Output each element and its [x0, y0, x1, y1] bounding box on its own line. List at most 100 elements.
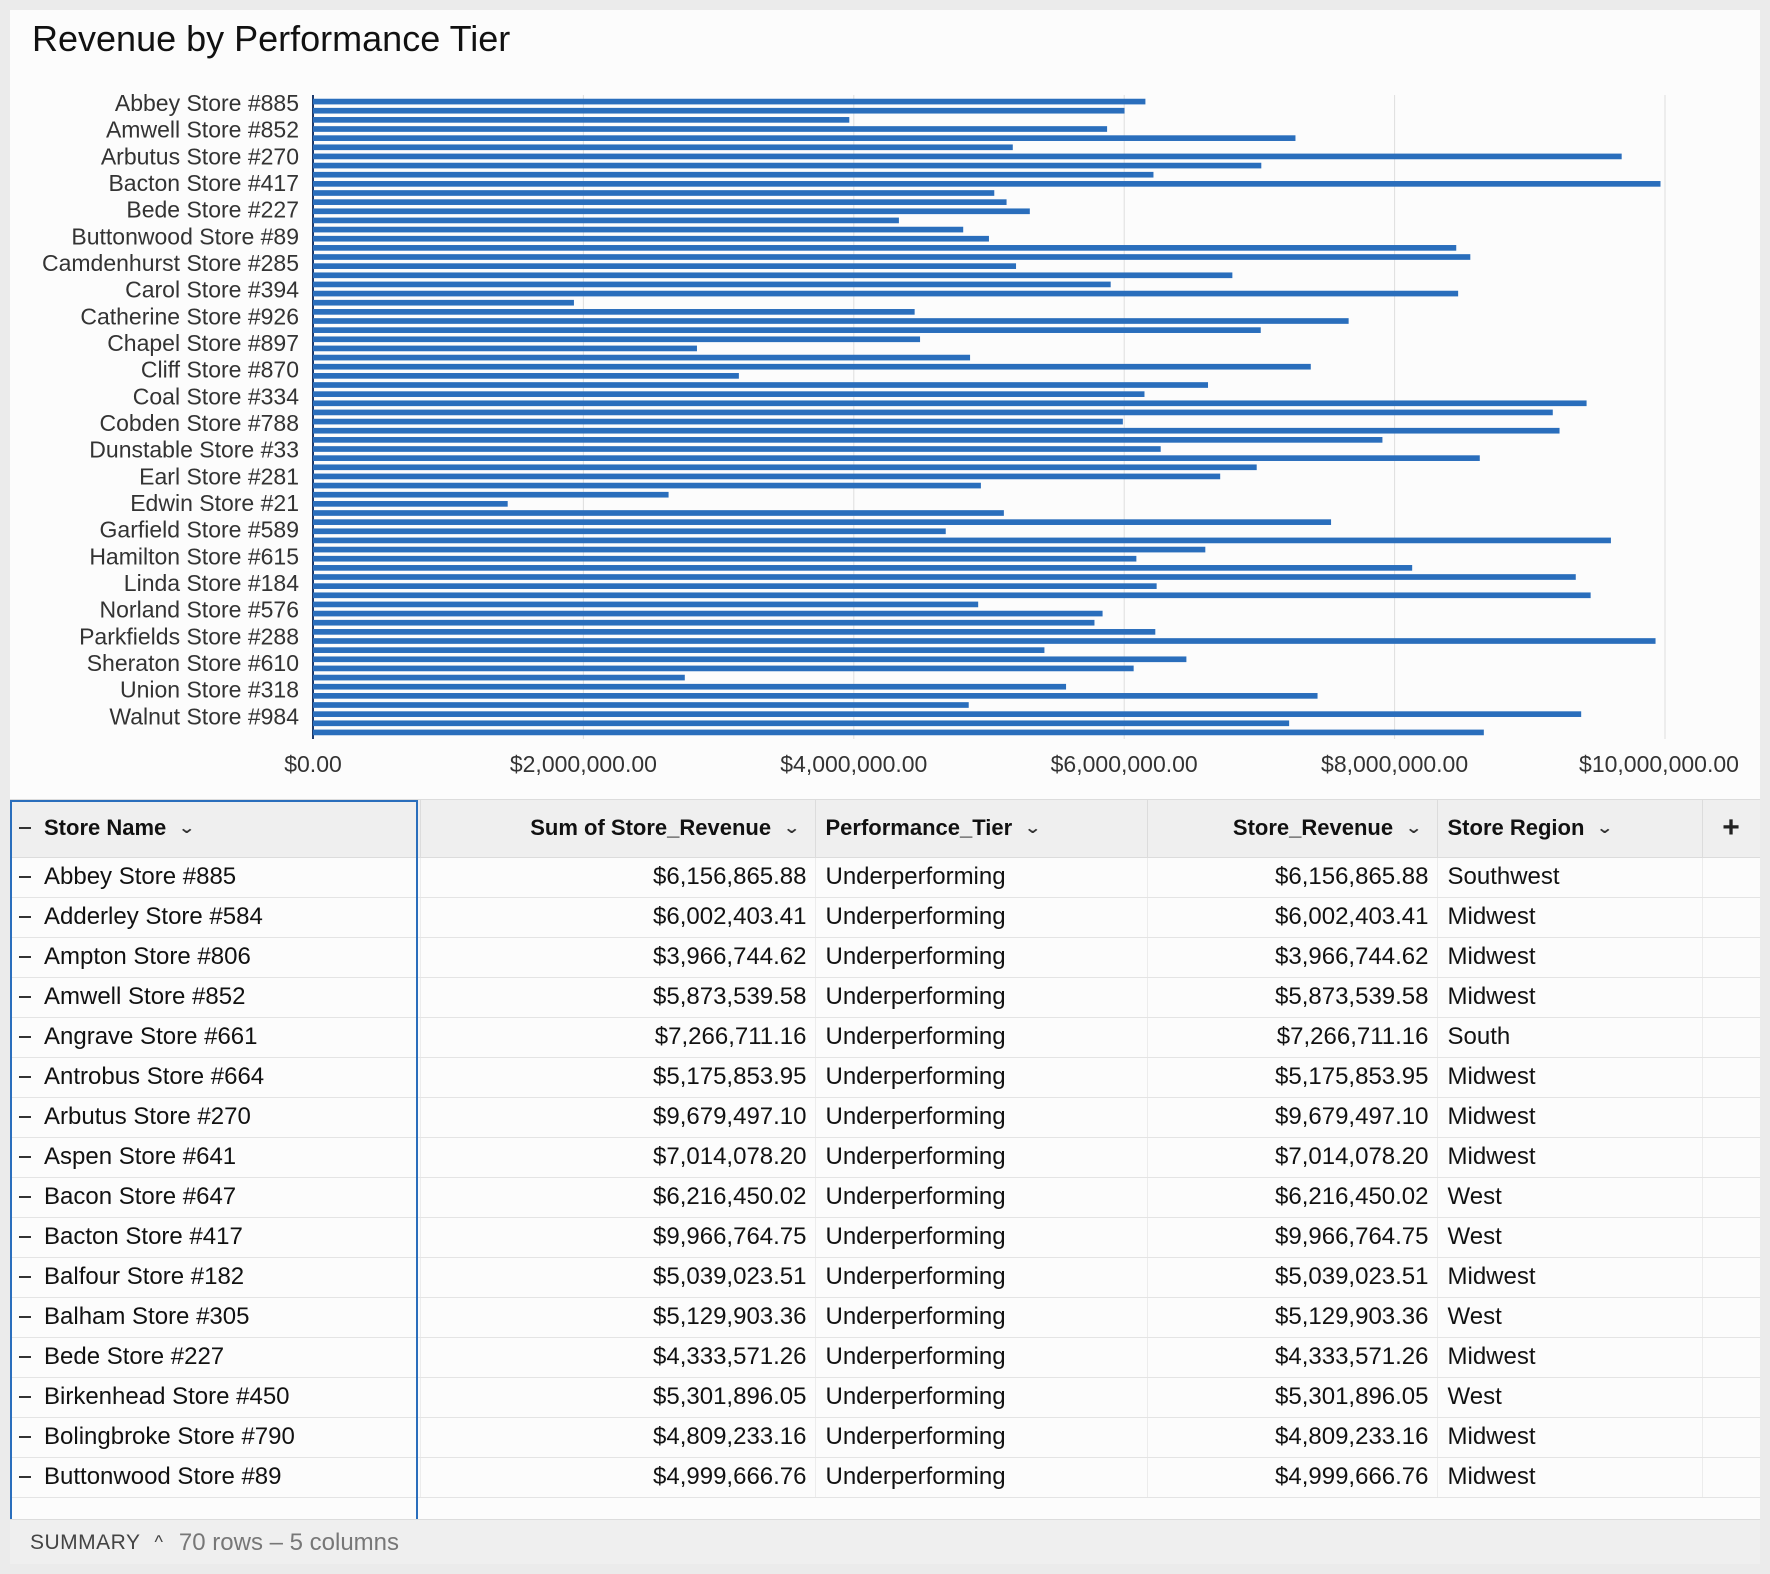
bar[interactable] [313, 592, 1591, 599]
sum-store-revenue-cell[interactable]: $3,966,744.62 [420, 937, 816, 978]
column-header-store-region[interactable]: Store Region ⌄ [1437, 800, 1703, 858]
sum-store-revenue-cell[interactable]: $5,873,539.58 [420, 977, 816, 1018]
sum-store-revenue-cell[interactable]: $9,966,764.75 [420, 1217, 816, 1258]
sum-store-revenue-cell[interactable]: $4,333,571.26 [420, 1337, 816, 1378]
collapse-icon[interactable] [16, 1388, 34, 1406]
bar[interactable] [313, 501, 508, 507]
collapse-icon[interactable] [16, 1028, 34, 1046]
table-row[interactable]: Adderley Store #584 $6,002,403.41 Underper… [10, 897, 1760, 938]
bar[interactable] [313, 464, 1257, 471]
collapse-icon[interactable] [16, 1188, 34, 1206]
bar[interactable] [313, 619, 1095, 626]
bar[interactable] [313, 217, 899, 224]
table-row[interactable]: Angrave Store #661 $7,266,711.16 Underperf… [10, 1017, 1760, 1058]
bar[interactable] [313, 702, 969, 708]
bar[interactable] [313, 336, 921, 343]
sum-store-revenue-cell[interactable]: $4,809,233.16 [420, 1417, 816, 1458]
bar[interactable] [313, 574, 1576, 580]
collapse-icon[interactable] [16, 1348, 34, 1366]
bar[interactable] [313, 693, 1318, 699]
bar[interactable] [313, 190, 995, 196]
bar[interactable] [313, 144, 1013, 151]
bar[interactable] [313, 181, 1661, 187]
table-row[interactable]: Bacton Store #417 $9,966,764.75 Underperfo… [10, 1217, 1760, 1258]
store-region-cell[interactable]: Midwest [1437, 1137, 1703, 1178]
bar[interactable] [313, 281, 1111, 288]
store-revenue-cell[interactable]: $4,333,571.26 [1147, 1337, 1438, 1378]
store-region-cell[interactable]: Midwest [1437, 937, 1703, 978]
bar[interactable] [313, 446, 1161, 452]
bar[interactable] [313, 674, 685, 681]
column-header-store-revenue[interactable]: Store_Revenue ⌄ [1147, 800, 1438, 858]
bar[interactable] [313, 327, 1261, 333]
store-revenue-cell[interactable]: $4,999,666.76 [1147, 1457, 1438, 1498]
store-revenue-cell[interactable]: $4,809,233.16 [1147, 1417, 1438, 1458]
store-region-cell[interactable]: Midwest [1437, 897, 1703, 938]
bar[interactable] [313, 263, 1017, 269]
performance-tier-cell[interactable]: Underperforming [815, 977, 1148, 1018]
performance-tier-cell[interactable]: Underperforming [815, 1417, 1148, 1458]
table-row[interactable]: Ampton Store #806 $3,966,744.62 Underperfo… [10, 937, 1760, 978]
bar[interactable] [313, 400, 1587, 407]
performance-tier-cell[interactable]: Underperforming [815, 937, 1148, 978]
sum-store-revenue-cell[interactable]: $6,002,403.41 [420, 897, 816, 938]
performance-tier-cell[interactable]: Underperforming [815, 1457, 1148, 1498]
bar[interactable] [313, 354, 971, 361]
bar[interactable] [313, 382, 1209, 388]
bar[interactable] [313, 245, 1457, 251]
store-region-cell[interactable]: Southwest [1437, 857, 1703, 898]
store-name-cell[interactable]: Birkenhead Store #450 [44, 1383, 290, 1410]
store-name-cell[interactable]: Bacon Store #647 [44, 1183, 237, 1210]
store-name-cell[interactable]: Angrave Store #661 [44, 1023, 258, 1050]
store-revenue-cell[interactable]: $5,039,023.51 [1147, 1257, 1438, 1298]
store-name-cell[interactable]: Antrobus Store #664 [44, 1063, 265, 1090]
bar[interactable] [313, 199, 1007, 205]
performance-tier-cell[interactable]: Underperforming [815, 857, 1148, 898]
store-name-cell[interactable]: Balham Store #305 [44, 1303, 250, 1330]
store-name-cell[interactable]: Abbey Store #885 [44, 863, 237, 890]
chevron-down-icon[interactable]: ⌄ [1024, 820, 1042, 838]
bar[interactable] [313, 455, 1480, 461]
collapse-icon[interactable] [16, 1228, 34, 1246]
bar[interactable] [313, 427, 1560, 434]
store-region-cell[interactable]: Midwest [1437, 1257, 1703, 1298]
sum-store-revenue-cell[interactable]: $5,129,903.36 [420, 1297, 816, 1338]
bar[interactable] [313, 729, 1484, 736]
store-name-cell[interactable]: Arbutus Store #270 [44, 1103, 251, 1130]
bar[interactable] [313, 555, 1137, 562]
table-row[interactable]: Bacon Store #647 $6,216,450.02 Underperfor… [10, 1177, 1760, 1218]
bar[interactable] [313, 711, 1582, 717]
bar[interactable] [313, 565, 1413, 571]
table-row[interactable]: Birkenhead Store #450 $5,301,896.05 Underp… [10, 1377, 1760, 1418]
store-region-cell[interactable]: Midwest [1437, 1057, 1703, 1098]
table-row[interactable]: Arbutus Store #270 $9,679,497.10 Underperf… [10, 1097, 1760, 1138]
collapse-icon[interactable] [16, 1428, 34, 1446]
chevron-up-icon[interactable]: ^ [154, 1532, 163, 1552]
store-revenue-cell[interactable]: $5,175,853.95 [1147, 1057, 1438, 1098]
performance-tier-cell[interactable]: Underperforming [815, 1297, 1148, 1338]
add-column-button[interactable]: + [1702, 800, 1760, 858]
table-row[interactable]: Buttonwood Store #89 $4,999,666.76 Underpe… [10, 1457, 1760, 1498]
sum-store-revenue-cell[interactable]: $7,014,078.20 [420, 1137, 816, 1178]
bar[interactable] [313, 171, 1154, 178]
sum-store-revenue-cell[interactable]: $6,156,865.88 [420, 857, 816, 898]
bar[interactable] [313, 546, 1206, 553]
bar[interactable] [313, 537, 1611, 544]
chevron-down-icon[interactable]: ⌄ [178, 820, 196, 838]
store-region-cell[interactable]: West [1437, 1377, 1703, 1418]
collapse-icon[interactable] [16, 1268, 34, 1286]
collapse-icon[interactable] [16, 868, 34, 886]
bar[interactable] [313, 117, 850, 123]
bar[interactable] [313, 638, 1656, 644]
table-row[interactable]: Aspen Store #641 $7,014,078.20 Underperfor… [10, 1137, 1760, 1178]
collapse-icon[interactable] [16, 908, 34, 926]
bar[interactable] [313, 528, 946, 535]
store-name-cell[interactable]: Bolingbroke Store #790 [44, 1423, 295, 1450]
store-region-cell[interactable]: Midwest [1437, 1417, 1703, 1458]
store-revenue-cell[interactable]: $9,966,764.75 [1147, 1217, 1438, 1258]
bar[interactable] [313, 162, 1262, 169]
bar[interactable] [313, 610, 1103, 617]
table-row[interactable]: Amwell Store #852 $5,873,539.58 Underperfo… [10, 977, 1760, 1018]
store-name-cell[interactable]: Buttonwood Store #89 [44, 1463, 282, 1490]
table-row[interactable]: Balham Store #305 $5,129,903.36 Underperfo… [10, 1297, 1760, 1338]
